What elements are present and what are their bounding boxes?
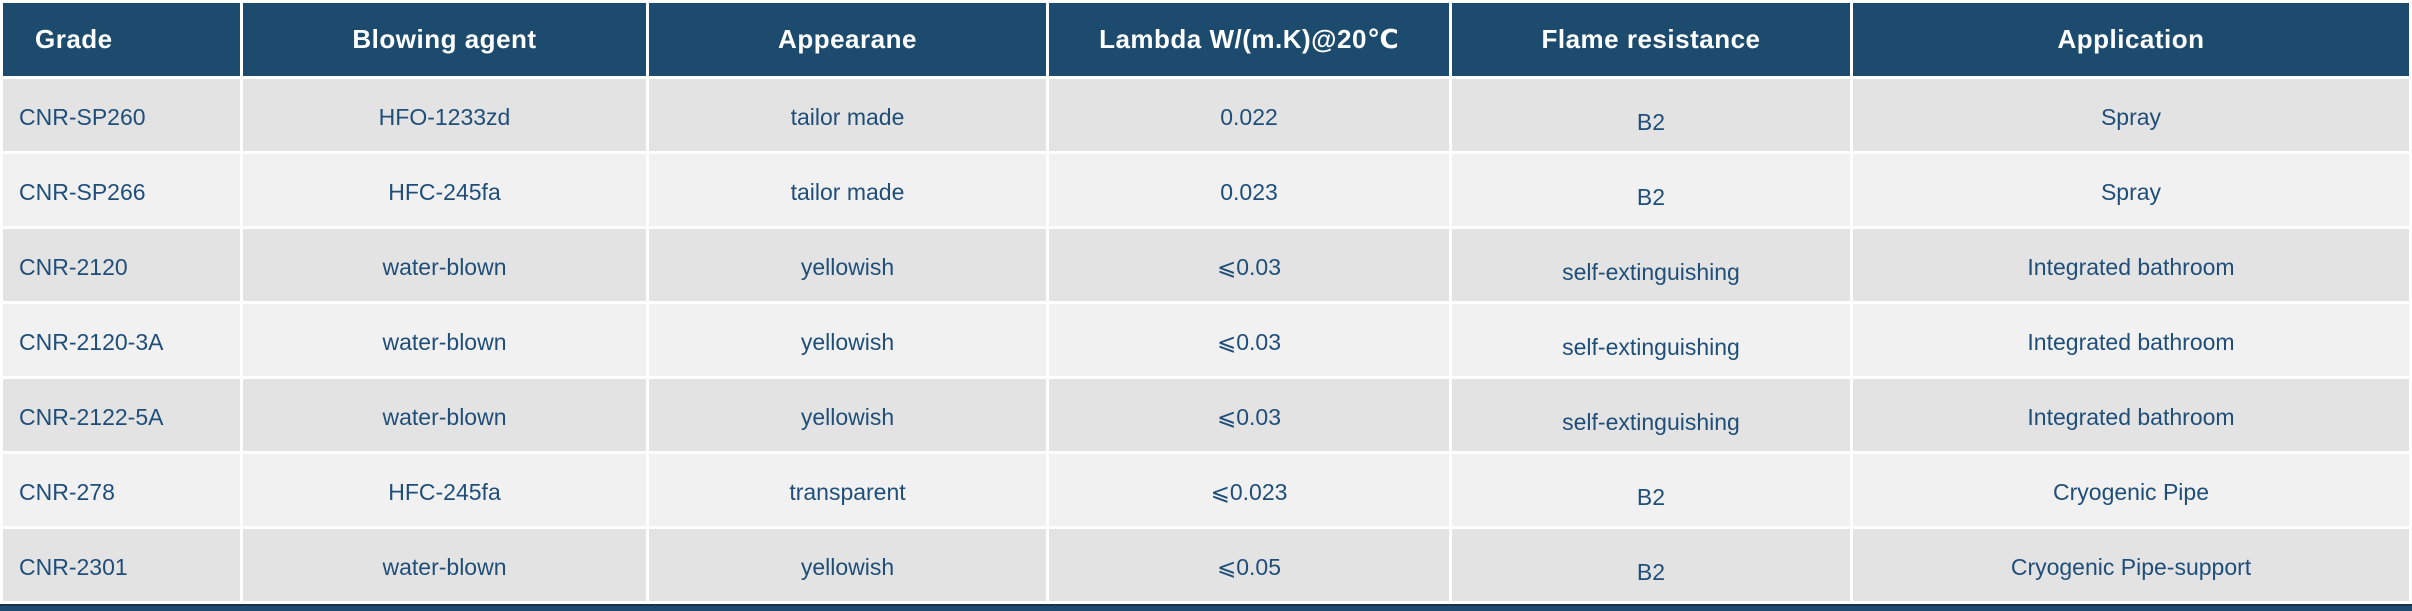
cell-application: Integrated bathroom (1853, 229, 2409, 301)
cell-appearance: yellowish (649, 379, 1046, 451)
column-header-application: Application (1853, 3, 2409, 76)
cell-grade: CNR-SP266 (3, 154, 240, 226)
column-header-blowing-agent: Blowing agent (243, 3, 646, 76)
cell-lambda: ⩽0.03 (1049, 379, 1449, 451)
table-row: CNR-SP260 HFO-1233zd tailor made 0.022 B… (3, 79, 2409, 151)
cell-flame-resistance: self-extinguishing (1452, 229, 1850, 301)
cell-application: Cryogenic Pipe-support (1853, 529, 2409, 601)
cell-grade: CNR-SP260 (3, 79, 240, 151)
table-row: CNR-SP266 HFC-245fa tailor made 0.023 B2… (3, 154, 2409, 226)
cell-appearance: yellowish (649, 304, 1046, 376)
column-header-appearance: Appearane (649, 3, 1046, 76)
cell-appearance: yellowish (649, 529, 1046, 601)
bottom-accent-bar (0, 604, 2412, 611)
cell-grade: CNR-278 (3, 454, 240, 526)
cell-blowing-agent: water-blown (243, 229, 646, 301)
cell-application: Spray (1853, 79, 2409, 151)
table-row: CNR-278 HFC-245fa transparent ⩽0.023 B2 … (3, 454, 2409, 526)
cell-appearance: tailor made (649, 154, 1046, 226)
cell-grade: CNR-2120 (3, 229, 240, 301)
table-row: CNR-2301 water-blown yellowish ⩽0.05 B2 … (3, 529, 2409, 601)
column-header-flame-resistance: Flame resistance (1452, 3, 1850, 76)
cell-lambda: ⩽0.03 (1049, 304, 1449, 376)
cell-blowing-agent: water-blown (243, 379, 646, 451)
cell-flame-resistance: self-extinguishing (1452, 379, 1850, 451)
header-row: Grade Blowing agent Appearane Lambda W/(… (3, 3, 2409, 76)
cell-blowing-agent: HFC-245fa (243, 454, 646, 526)
table-row: CNR-2122-5A water-blown yellowish ⩽0.03 … (3, 379, 2409, 451)
cell-appearance: yellowish (649, 229, 1046, 301)
cell-blowing-agent: HFC-245fa (243, 154, 646, 226)
cell-grade: CNR-2120-3A (3, 304, 240, 376)
cell-application: Integrated bathroom (1853, 304, 2409, 376)
column-header-grade: Grade (3, 3, 240, 76)
cell-grade: CNR-2122-5A (3, 379, 240, 451)
cell-blowing-agent: water-blown (243, 529, 646, 601)
cell-grade: CNR-2301 (3, 529, 240, 601)
cell-flame-resistance: B2 (1452, 79, 1850, 151)
cell-lambda: ⩽0.023 (1049, 454, 1449, 526)
table-row: CNR-2120 water-blown yellowish ⩽0.03 sel… (3, 229, 2409, 301)
cell-blowing-agent: HFO-1233zd (243, 79, 646, 151)
table-row: CNR-2120-3A water-blown yellowish ⩽0.03 … (3, 304, 2409, 376)
cell-lambda: 0.023 (1049, 154, 1449, 226)
cell-application: Integrated bathroom (1853, 379, 2409, 451)
cell-blowing-agent: water-blown (243, 304, 646, 376)
cell-lambda: ⩽0.03 (1049, 229, 1449, 301)
cell-appearance: transparent (649, 454, 1046, 526)
cell-flame-resistance: self-extinguishing (1452, 304, 1850, 376)
cell-lambda: ⩽0.05 (1049, 529, 1449, 601)
cell-flame-resistance: B2 (1452, 529, 1850, 601)
cell-application: Spray (1853, 154, 2409, 226)
cell-flame-resistance: B2 (1452, 154, 1850, 226)
cell-application: Cryogenic Pipe (1853, 454, 2409, 526)
column-header-lambda: Lambda W/(m.K)@20℃ (1049, 3, 1449, 76)
cell-flame-resistance: B2 (1452, 454, 1850, 526)
cell-lambda: 0.022 (1049, 79, 1449, 151)
cell-appearance: tailor made (649, 79, 1046, 151)
